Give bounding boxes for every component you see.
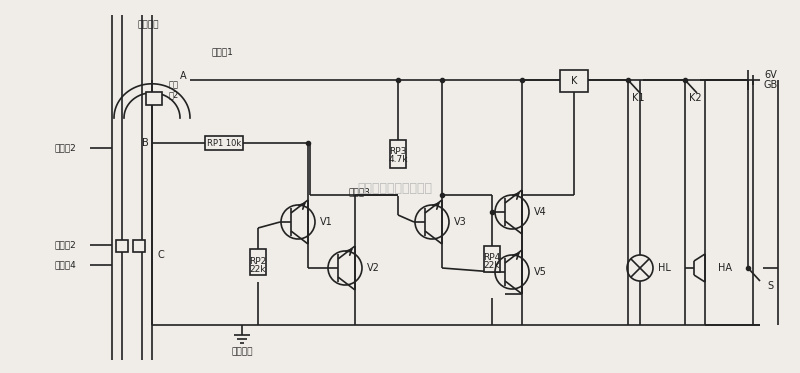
Bar xyxy=(390,140,406,168)
Text: RP2: RP2 xyxy=(250,257,266,266)
Bar xyxy=(133,240,145,252)
Text: 接开沟器: 接开沟器 xyxy=(231,348,253,357)
Text: HA: HA xyxy=(718,263,732,273)
Text: V1: V1 xyxy=(320,217,333,227)
Text: V5: V5 xyxy=(534,267,547,277)
Text: 22k: 22k xyxy=(484,261,500,270)
Text: K: K xyxy=(571,76,577,86)
Text: 绝缘
套2: 绝缘 套2 xyxy=(169,80,179,100)
Text: RP4: RP4 xyxy=(483,254,501,263)
Text: C: C xyxy=(157,250,164,260)
Text: GB: GB xyxy=(764,80,778,90)
Text: V3: V3 xyxy=(454,217,466,227)
Text: V4: V4 xyxy=(534,207,546,217)
Text: 4.7k: 4.7k xyxy=(388,154,408,163)
Text: 金属管1: 金属管1 xyxy=(211,47,233,56)
Text: B: B xyxy=(142,138,149,148)
Bar xyxy=(484,246,500,272)
Text: 金属管4: 金属管4 xyxy=(54,260,76,270)
Text: 金属管2: 金属管2 xyxy=(54,144,76,153)
Text: 绝缘套2: 绝缘套2 xyxy=(54,241,76,250)
Bar xyxy=(205,136,243,150)
Text: K1: K1 xyxy=(632,93,644,103)
Text: V2: V2 xyxy=(367,263,380,273)
Text: 杭州将睿科技有限公司: 杭州将睿科技有限公司 xyxy=(358,182,433,194)
Text: A: A xyxy=(180,71,187,81)
Text: 22k: 22k xyxy=(250,266,266,275)
Text: 6V: 6V xyxy=(764,70,777,80)
Text: RP1 10k: RP1 10k xyxy=(207,138,241,147)
Text: HL: HL xyxy=(658,263,671,273)
Bar xyxy=(560,70,588,92)
Text: 接储肥桶: 接储肥桶 xyxy=(138,21,158,29)
Text: 金属管3: 金属管3 xyxy=(348,188,370,197)
Bar xyxy=(250,249,266,275)
Text: S: S xyxy=(767,281,773,291)
Bar xyxy=(146,92,162,105)
Text: RP3: RP3 xyxy=(390,147,406,156)
Bar xyxy=(116,240,128,252)
Text: K2: K2 xyxy=(689,93,702,103)
